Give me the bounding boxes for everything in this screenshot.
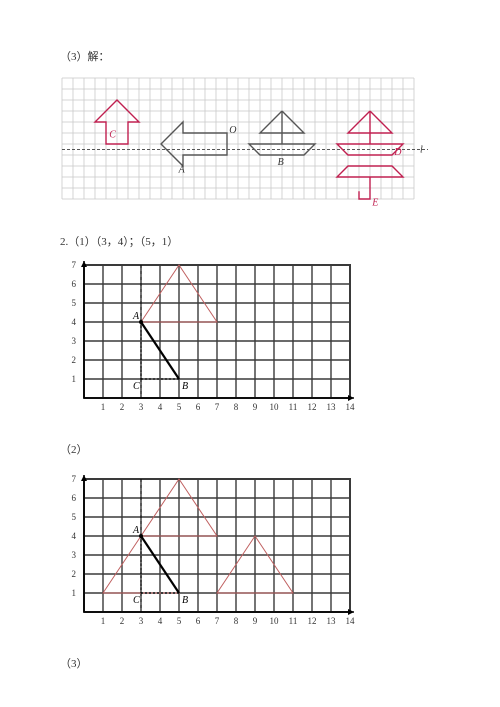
svg-text:5: 5 <box>72 512 77 522</box>
svg-text:2: 2 <box>72 355 77 365</box>
svg-text:3: 3 <box>72 550 77 560</box>
svg-text:14: 14 <box>346 616 356 626</box>
svg-text:9: 9 <box>253 616 258 626</box>
svg-text:7: 7 <box>72 261 77 270</box>
svg-text:7: 7 <box>215 402 220 412</box>
q1-heading: （3）解： <box>60 48 440 64</box>
svg-text:B: B <box>182 595 188 606</box>
svg-text:10: 10 <box>270 616 280 626</box>
svg-text:6: 6 <box>196 402 201 412</box>
svg-text:13: 13 <box>327 402 337 412</box>
q2-heading: 2.（1）（3，4）；（5，1） <box>60 233 440 249</box>
svg-text:A: A <box>132 311 140 322</box>
q2-label2: （2） <box>60 441 88 463</box>
svg-text:B: B <box>182 381 188 392</box>
svg-text:14: 14 <box>346 402 356 412</box>
svg-text:1: 1 <box>101 402 106 412</box>
svg-text:3: 3 <box>72 336 77 346</box>
svg-text:1: 1 <box>72 588 77 598</box>
q2-label3: （3） <box>60 655 88 677</box>
svg-text:B: B <box>278 157 284 168</box>
svg-text:3: 3 <box>139 402 144 412</box>
svg-text:13: 13 <box>327 616 337 626</box>
svg-text:7: 7 <box>215 616 220 626</box>
svg-text:1: 1 <box>72 374 77 384</box>
svg-text:E: E <box>371 198 378 209</box>
svg-text:A: A <box>178 165 186 176</box>
q1-figure: l C O A B D E <box>60 76 440 213</box>
svg-text:1: 1 <box>101 616 106 626</box>
svg-text:C: C <box>109 129 116 140</box>
svg-text:4: 4 <box>72 531 77 541</box>
svg-text:O: O <box>229 125 236 136</box>
svg-text:3: 3 <box>139 616 144 626</box>
q2-chart3-wrap: 12345678910111213141234567ABC <box>60 475 440 635</box>
svg-text:A: A <box>132 525 140 536</box>
svg-text:4: 4 <box>158 616 163 626</box>
svg-text:8: 8 <box>234 616 239 626</box>
svg-text:6: 6 <box>72 279 77 289</box>
svg-text:11: 11 <box>289 402 298 412</box>
svg-text:D: D <box>393 147 402 158</box>
svg-text:7: 7 <box>72 475 77 484</box>
svg-text:12: 12 <box>308 616 317 626</box>
svg-text:4: 4 <box>72 317 77 327</box>
svg-text:8: 8 <box>234 402 239 412</box>
svg-text:6: 6 <box>72 493 77 503</box>
svg-text:4: 4 <box>158 402 163 412</box>
svg-text:5: 5 <box>177 402 182 412</box>
svg-text:2: 2 <box>120 616 125 626</box>
svg-text:9: 9 <box>253 402 258 412</box>
svg-text:l: l <box>420 145 423 156</box>
svg-text:10: 10 <box>270 402 280 412</box>
q2-chart2-wrap: 12345678910111213141234567ABC <box>60 261 440 421</box>
svg-text:5: 5 <box>72 298 77 308</box>
svg-text:C: C <box>133 381 140 392</box>
svg-text:2: 2 <box>72 569 77 579</box>
svg-text:11: 11 <box>289 616 298 626</box>
svg-text:2: 2 <box>120 402 125 412</box>
svg-text:C: C <box>133 595 140 606</box>
svg-text:12: 12 <box>308 402 317 412</box>
svg-text:5: 5 <box>177 616 182 626</box>
svg-text:6: 6 <box>196 616 201 626</box>
